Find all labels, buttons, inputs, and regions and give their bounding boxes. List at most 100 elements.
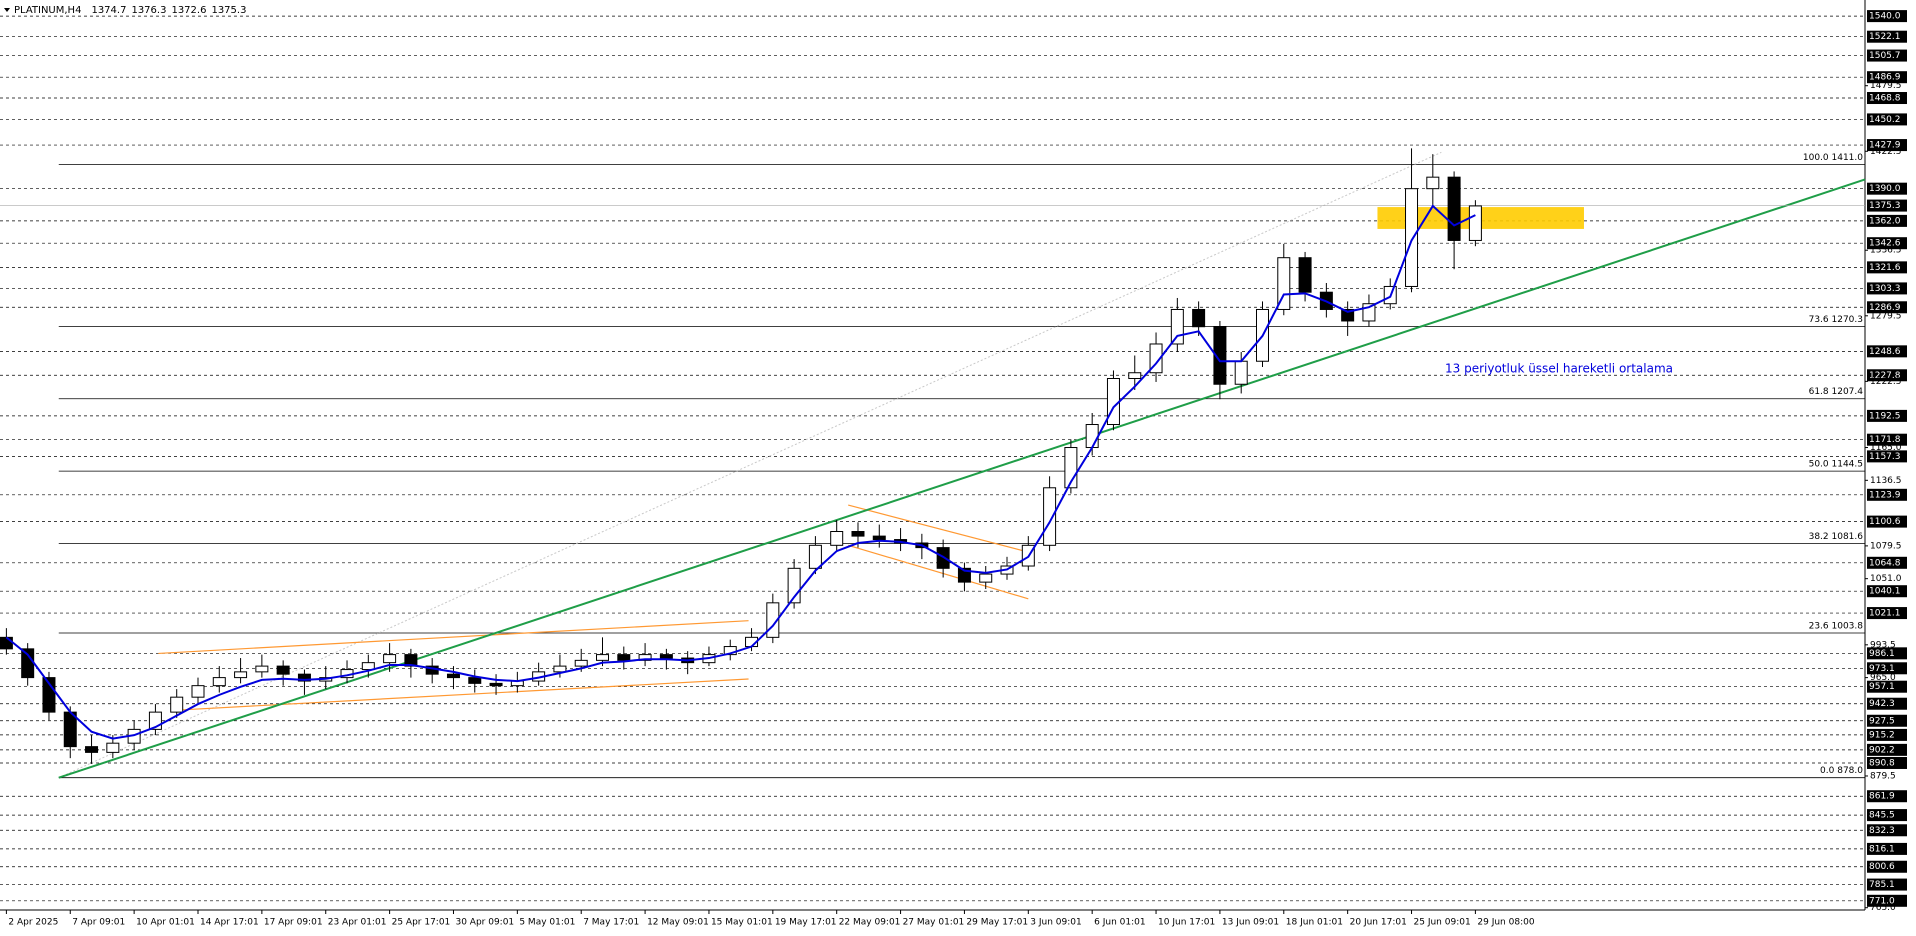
ema-line [5, 204, 1476, 740]
x-tick-label: 29 May 17:01 [966, 918, 1028, 928]
ema-annotation: 13 periyotluk üssel hareketli ortalama [1445, 362, 1673, 376]
level-label-bg [1867, 556, 1907, 569]
level-label-bg [1867, 714, 1907, 727]
x-tick-label: 23 Apr 01:01 [328, 918, 387, 928]
candle-body [617, 654, 631, 661]
level-label-bg [1867, 878, 1907, 891]
y-tick-label: 1222.5 [1870, 377, 1902, 387]
level-label-bg [1867, 756, 1907, 769]
x-tick-label: 13 Jun 09:01 [1222, 918, 1279, 928]
level-label: 1248.6 [1869, 347, 1901, 357]
fib-label: 0.0 878.0 [1820, 766, 1863, 776]
level-label: 1505.7 [1869, 51, 1901, 61]
level-label: 800.6 [1869, 862, 1895, 872]
level-label-bg [1867, 237, 1907, 250]
level-label-bg [1867, 282, 1907, 295]
x-tick-label: 25 Jun 09:01 [1414, 918, 1471, 928]
candle-body [808, 544, 822, 569]
level-label: 1321.6 [1869, 263, 1901, 273]
level-label-bg [1867, 409, 1907, 422]
level-label-bg [1867, 345, 1907, 358]
x-tick-label: 12 May 09:01 [647, 918, 709, 928]
level-label-bg [1867, 139, 1907, 152]
candle-body [851, 531, 865, 537]
current-price-label: 1375.3 [1869, 201, 1901, 211]
candle-body [1213, 326, 1227, 385]
level-label: 973.1 [1869, 664, 1895, 674]
header-value: 1375.3 [211, 5, 246, 16]
level-label-bg [1867, 662, 1907, 675]
level-label: 1171.8 [1869, 435, 1901, 445]
level-label: 1123.9 [1869, 490, 1901, 500]
candle-body [1298, 257, 1312, 293]
fib-label: 73.6 1270.3 [1809, 315, 1863, 325]
level-label: 845.5 [1869, 811, 1895, 821]
x-tick-label: 14 Apr 17:01 [200, 918, 259, 928]
candle-body [170, 696, 184, 713]
level-label-bg [1867, 515, 1907, 528]
channel-line [848, 504, 1035, 555]
level-label-bg [1867, 450, 1907, 463]
header-value: 1376.3 [131, 5, 166, 16]
candle-body [361, 662, 375, 671]
x-tick-label: 27 May 01:01 [903, 918, 965, 928]
level-label: 1227.8 [1869, 371, 1901, 381]
y-tick-label: 1165.0 [1870, 443, 1902, 453]
level-label: 1522.1 [1869, 32, 1901, 42]
y-tick-label: 765.0 [1870, 903, 1896, 913]
candle-body [383, 654, 397, 664]
level-label-bg [1867, 71, 1907, 84]
candle-body [1277, 257, 1291, 310]
y-tick-label: 965.0 [1870, 673, 1896, 683]
level-label-bg [1867, 10, 1907, 23]
level-label: 785.1 [1869, 880, 1895, 890]
level-label: 927.5 [1869, 716, 1895, 726]
x-tick-label: 29 Jun 08:00 [1477, 918, 1534, 928]
fib-label: 61.8 1207.4 [1809, 387, 1864, 397]
y-tick-label: 1336.5 [1870, 246, 1902, 256]
level-label: 1157.3 [1869, 452, 1901, 462]
candle-body [276, 665, 290, 675]
level-label-bg [1867, 30, 1907, 43]
candle-body [297, 673, 311, 682]
x-tick-label: 30 Apr 09:01 [455, 918, 514, 928]
level-label: 1303.3 [1869, 284, 1901, 294]
level-label-bg [1867, 647, 1907, 660]
candle-body [638, 654, 652, 661]
candle-body [191, 685, 205, 698]
level-label: 861.9 [1869, 792, 1895, 802]
header-value: 1372.6 [171, 5, 206, 16]
level-label: 1486.9 [1869, 73, 1901, 83]
channel-line [158, 620, 749, 655]
candle-body [1043, 487, 1057, 546]
candle-body [106, 742, 120, 753]
level-label-bg [1867, 369, 1907, 382]
candle-body [659, 654, 673, 659]
x-tick-label: 7 Apr 09:01 [72, 918, 125, 928]
y-tick-label: 1079.5 [1870, 541, 1902, 551]
x-tick-label: 19 May 17:01 [775, 918, 837, 928]
x-tick-label: 7 May 17:01 [583, 918, 639, 928]
x-tick-label: 10 Jun 17:01 [1158, 918, 1215, 928]
candle-body [85, 746, 99, 753]
y-tick-label: 879.5 [1870, 771, 1896, 781]
level-label-bg [1867, 92, 1907, 105]
level-label: 890.8 [1869, 758, 1895, 768]
level-label: 986.1 [1869, 649, 1895, 659]
candle-body [1170, 308, 1184, 345]
x-tick-label: 17 Apr 09:01 [264, 918, 323, 928]
level-label: 1540.0 [1869, 12, 1901, 22]
y-tick-label: 1051.0 [1870, 574, 1902, 584]
level-label: 1040.1 [1869, 587, 1901, 597]
x-tick-label: 5 May 01:01 [519, 918, 575, 928]
level-label-bg [1867, 261, 1907, 274]
candle-body [0, 636, 13, 650]
candle-body [1128, 372, 1142, 379]
level-label-bg [1867, 894, 1907, 907]
level-label: 1286.9 [1869, 303, 1901, 313]
level-label: 1100.6 [1869, 517, 1901, 527]
menu-arrow [4, 8, 10, 12]
fib-label: 23.6 1003.8 [1809, 621, 1864, 631]
level-label: 1064.8 [1869, 558, 1901, 568]
x-tick-label: 3 Jun 09:01 [1030, 918, 1081, 928]
